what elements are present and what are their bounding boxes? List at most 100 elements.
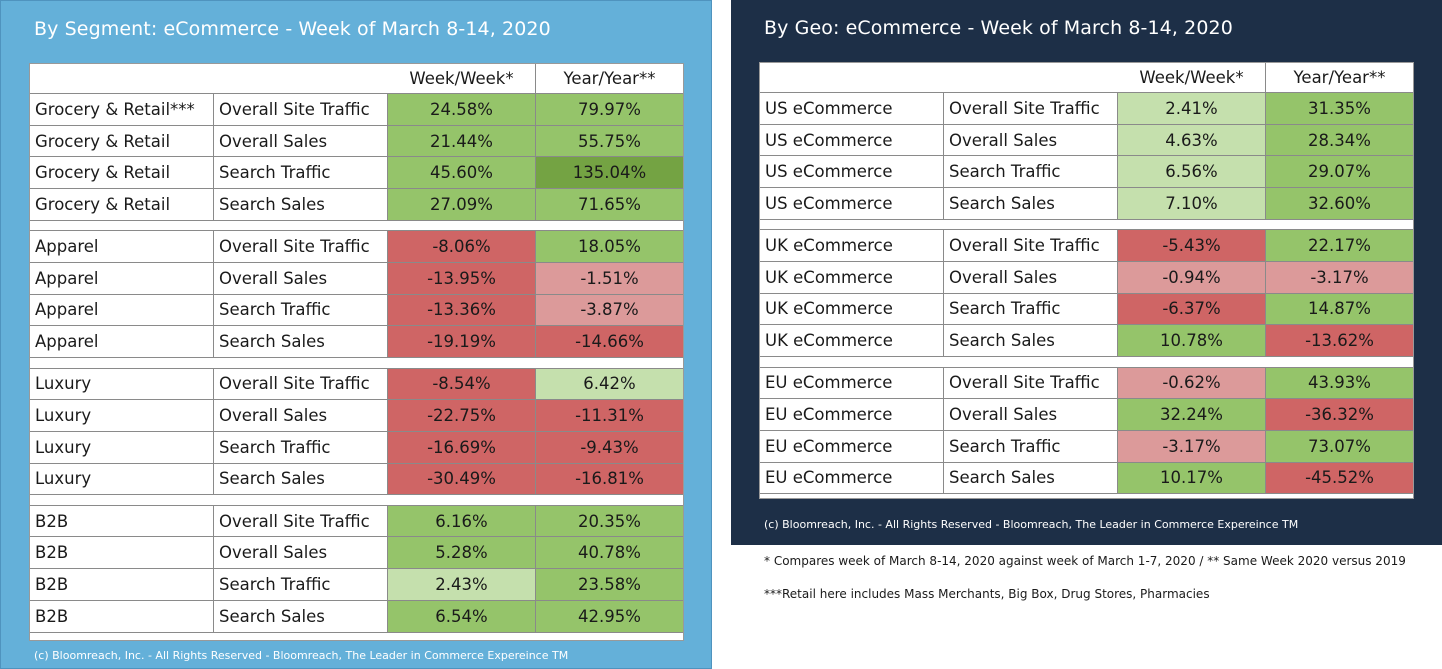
table-row: B2B Search Sales 6.54% 42.95% <box>30 600 683 633</box>
week-over-week-cell: -22.75% <box>388 400 536 432</box>
week-over-week-cell: -6.37% <box>1118 293 1266 326</box>
week-over-week-cell: -5.43% <box>1118 230 1266 262</box>
header-blank-cell <box>944 63 1118 93</box>
segment-copyright: (c) Bloomreach, Inc. - All Rights Reserv… <box>34 649 569 662</box>
metric-cell: Search Sales <box>214 326 388 358</box>
segment-cell: B2B <box>30 505 214 538</box>
segment-panel-title: By Segment: eCommerce - Week of March 8-… <box>34 18 551 40</box>
metric-cell: Overall Sales <box>944 399 1118 431</box>
week-over-week-cell: 10.78% <box>1118 325 1266 357</box>
table-row: Apparel Overall Site Traffic -8.06% 18.05% <box>30 231 683 263</box>
week-over-week-cell: 45.60% <box>388 157 536 190</box>
segment-cell: B2B <box>30 600 214 633</box>
week-over-week-cell: 6.16% <box>388 505 536 538</box>
geo-copyright: (c) Bloomreach, Inc. - All Rights Reserv… <box>764 518 1299 531</box>
week-over-week-cell: -19.19% <box>388 326 536 358</box>
week-over-week-cell: 27.09% <box>388 189 536 221</box>
week-over-week-cell: -13.36% <box>388 294 536 327</box>
metric-cell: Overall Site Traffic <box>944 230 1118 262</box>
group-separator <box>30 221 683 232</box>
week-over-week-cell: 2.43% <box>388 569 536 601</box>
metric-cell: Search Sales <box>214 463 388 496</box>
table-row: UK eCommerce Overall Sales -0.94% -3.17% <box>760 261 1413 294</box>
year-over-year-cell: -9.43% <box>536 431 683 464</box>
group-separator <box>30 495 683 506</box>
week-over-week-cell: -8.06% <box>388 231 536 263</box>
year-over-year-cell: 73.07% <box>1266 430 1413 463</box>
table-row: Grocery & Retail Search Traffic 45.60% 135.… <box>30 157 683 190</box>
year-over-year-cell: -3.87% <box>536 294 683 327</box>
week-over-week-cell: -3.17% <box>1118 430 1266 463</box>
year-over-year-cell: -36.32% <box>1266 399 1413 431</box>
year-over-year-cell: 22.17% <box>1266 230 1413 262</box>
year-over-year-cell: -45.52% <box>1266 462 1413 495</box>
table-row: Grocery & Retail Overall Sales 21.44% 55.75… <box>30 125 683 158</box>
metric-cell: Overall Site Traffic <box>944 367 1118 400</box>
week-over-week-cell: -30.49% <box>388 463 536 496</box>
segment-cell: Luxury <box>30 400 214 432</box>
table-row: US eCommerce Search Traffic 6.56% 29.07% <box>760 156 1413 189</box>
segment-panel: By Segment: eCommerce - Week of March 8-… <box>0 0 712 669</box>
header-blank-cell <box>30 64 214 94</box>
metric-cell: Search Traffic <box>214 157 388 190</box>
header-week-over-week: Week/Week* <box>388 64 536 94</box>
table-row: US eCommerce Search Sales 7.10% 32.60% <box>760 188 1413 220</box>
year-over-year-cell: 6.42% <box>536 368 683 401</box>
week-over-week-cell: 6.54% <box>388 600 536 633</box>
year-over-year-cell: 40.78% <box>536 537 683 570</box>
segment-cell: UK eCommerce <box>760 230 944 262</box>
table-row: US eCommerce Overall Site Traffic 2.41% 31.… <box>760 93 1413 125</box>
year-over-year-cell: 28.34% <box>1266 124 1413 157</box>
segment-cell: Grocery & Retail <box>30 157 214 190</box>
table-row: Luxury Search Traffic -16.69% -9.43% <box>30 431 683 464</box>
year-over-year-cell: 29.07% <box>1266 156 1413 189</box>
metric-cell: Search Sales <box>944 188 1118 220</box>
week-over-week-cell: 32.24% <box>1118 399 1266 431</box>
year-over-year-cell: -14.66% <box>536 326 683 358</box>
metric-cell: Search Sales <box>944 462 1118 495</box>
year-over-year-cell: 71.65% <box>536 189 683 221</box>
table-row: Luxury Overall Sales -22.75% -11.31% <box>30 400 683 432</box>
segment-cell: Apparel <box>30 294 214 327</box>
geo-table-body: US eCommerce Overall Site Traffic 2.41% 31.… <box>760 93 1413 495</box>
year-over-year-cell: 32.60% <box>1266 188 1413 220</box>
header-blank-cell <box>214 64 388 94</box>
segment-cell: EU eCommerce <box>760 367 944 400</box>
segment-table-header: Week/Week* Year/Year** <box>30 64 683 94</box>
header-blank-cell <box>760 63 944 93</box>
metric-cell: Search Traffic <box>944 430 1118 463</box>
segment-cell: Grocery & Retail <box>30 125 214 158</box>
group-separator <box>760 357 1413 368</box>
comparison-footnote: * Compares week of March 8-14, 2020 agai… <box>764 554 1406 568</box>
table-row: B2B Overall Site Traffic 6.16% 20.35% <box>30 505 683 538</box>
segment-cell: Apparel <box>30 231 214 263</box>
table-row: Luxury Overall Site Traffic -8.54% 6.42% <box>30 368 683 401</box>
metric-cell: Search Sales <box>214 600 388 633</box>
retail-footnote: ***Retail here includes Mass Merchants, … <box>764 587 1210 601</box>
year-over-year-cell: 79.97% <box>536 94 683 126</box>
metric-cell: Overall Site Traffic <box>214 94 388 126</box>
segment-cell: UK eCommerce <box>760 325 944 357</box>
metric-cell: Overall Sales <box>214 537 388 570</box>
segment-cell: B2B <box>30 537 214 570</box>
year-over-year-cell: 42.95% <box>536 600 683 633</box>
segment-table: Week/Week* Year/Year** Grocery & Retail*… <box>29 63 684 641</box>
table-row: B2B Search Traffic 2.43% 23.58% <box>30 569 683 601</box>
table-row: Apparel Overall Sales -13.95% -1.51% <box>30 262 683 295</box>
table-row: Grocery & Retail*** Overall Site Traffic 2… <box>30 94 683 126</box>
metric-cell: Overall Site Traffic <box>214 505 388 538</box>
year-over-year-cell: 135.04% <box>536 157 683 190</box>
table-row: EU eCommerce Overall Sales 32.24% -36.32% <box>760 399 1413 431</box>
year-over-year-cell: 20.35% <box>536 505 683 538</box>
table-row: EU eCommerce Search Sales 10.17% -45.52% <box>760 462 1413 495</box>
metric-cell: Overall Site Traffic <box>214 231 388 263</box>
week-over-week-cell: 2.41% <box>1118 93 1266 125</box>
metric-cell: Search Sales <box>944 325 1118 357</box>
week-over-week-cell: 24.58% <box>388 94 536 126</box>
segment-cell: Luxury <box>30 431 214 464</box>
geo-panel-title: By Geo: eCommerce - Week of March 8-14, … <box>764 17 1233 39</box>
week-over-week-cell: 21.44% <box>388 125 536 158</box>
table-row: B2B Overall Sales 5.28% 40.78% <box>30 537 683 570</box>
segment-cell: US eCommerce <box>760 188 944 220</box>
segment-cell: Grocery & Retail <box>30 189 214 221</box>
